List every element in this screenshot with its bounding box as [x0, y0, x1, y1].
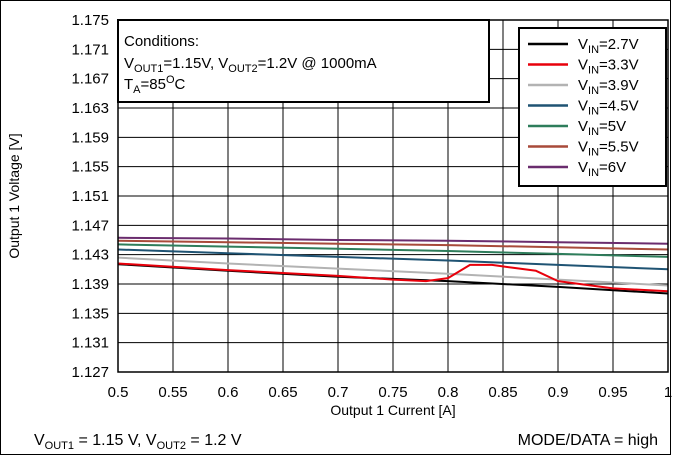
- legend-entry-tail: =3.3V: [599, 57, 639, 74]
- x-tick-label: 0.95: [598, 384, 627, 401]
- legend: VIN=2.7VVIN=3.3VVIN=3.9VVIN=4.5VVIN=5VVI…: [518, 27, 667, 187]
- x-tick-label: 0.85: [488, 384, 517, 401]
- series-line-vin-3-9v: [117, 256, 669, 287]
- legend-entry-sub: IN: [588, 65, 599, 77]
- y-tick-label: 1.155: [71, 159, 109, 176]
- legend-entry-tail: =5.5V: [599, 139, 639, 156]
- legend-entry: VIN=3.3V: [578, 57, 639, 77]
- conditions-box: Conditions: VOUT1=1.15V, VOUT2=1.2V @ 10…: [117, 19, 490, 103]
- y-tick-label: 1.135: [71, 305, 109, 322]
- y-tick-label: 1.143: [71, 247, 109, 264]
- legend-entry-sub: IN: [588, 126, 599, 138]
- legend-entry-sub: IN: [588, 147, 599, 159]
- legend-entry-sub: IN: [588, 44, 599, 56]
- legend-entry-sub: IN: [588, 85, 599, 97]
- cond1-part: V: [124, 55, 134, 72]
- y-tick-label: 1.151: [71, 188, 109, 205]
- legend-entry-tail: =6V: [599, 159, 626, 176]
- conditions-line-1: VOUT1=1.15V, VOUT2=1.2V @ 1000mA: [124, 55, 377, 75]
- series-line-vin-3-3v: [117, 262, 669, 293]
- legend-entry-tail: =3.9V: [599, 77, 639, 94]
- cond2-part: =85: [141, 76, 166, 93]
- legend-entry: VIN=5.5V: [578, 139, 639, 159]
- cond2-part: T: [124, 76, 133, 93]
- y-tick-label: 1.131: [71, 335, 109, 352]
- y-tick-labels: 1.127 1.131 1.135 1.139 1.143 1.147 1.151 1.155…: [71, 12, 109, 381]
- legend-entry: VIN=6V: [578, 159, 626, 179]
- legend-entry-main: V: [578, 36, 588, 53]
- x-tick-label: 0.6: [218, 384, 239, 401]
- footer-left: VOUT1 = 1.15 V, VOUT2 = 1.2 V: [34, 432, 242, 452]
- series-line-vin-5v: [117, 243, 669, 258]
- y-tick-label: 1.159: [71, 129, 109, 146]
- footer-part: = 1.2 V: [186, 432, 242, 449]
- y-tick-label: 1.167: [71, 71, 109, 88]
- x-tick-label: 1: [664, 384, 672, 401]
- y-tick-label: 1.147: [71, 217, 109, 234]
- legend-entry-sub: IN: [588, 106, 599, 118]
- cond1-sub: OUT2: [228, 63, 257, 75]
- series-line-vin-6v: [117, 236, 669, 245]
- y-tick-label: 1.163: [71, 100, 109, 117]
- cond1-sub: OUT1: [134, 63, 163, 75]
- x-tick-label: 0.7: [328, 384, 349, 401]
- cond2-sub: A: [133, 84, 141, 96]
- x-tick-label: 0.8: [438, 384, 459, 401]
- legend-entry-main: V: [578, 139, 588, 156]
- footer-sub: OUT2: [157, 440, 186, 452]
- legend-entry-tail: =5V: [599, 118, 626, 135]
- footer-part: = 1.15 V, V: [74, 432, 157, 449]
- legend-entry-sub: IN: [588, 167, 599, 179]
- y-axis-label: Output 1 Voltage [V]: [6, 133, 22, 258]
- conditions-line-2: TA=85OC: [124, 74, 186, 96]
- legend-entry: VIN=3.9V: [578, 77, 639, 97]
- x-axis-label: Output 1 Current [A]: [330, 402, 455, 418]
- legend-entry: VIN=2.7V: [578, 36, 639, 56]
- series-line-vin-5-5v: [117, 239, 669, 251]
- legend-entry: VIN=4.5V: [578, 98, 639, 118]
- y-tick-label: 1.175: [71, 12, 109, 29]
- legend-entry-main: V: [578, 57, 588, 74]
- x-tick-label: 0.9: [548, 384, 569, 401]
- y-tick-label: 1.171: [71, 41, 109, 58]
- footer-sub: OUT1: [45, 440, 74, 452]
- conditions-heading: Conditions:: [124, 33, 199, 50]
- x-tick-label: 0.65: [268, 384, 297, 401]
- footer-part: V: [34, 432, 45, 449]
- y-tick-label: 1.127: [71, 364, 109, 381]
- legend-entry-tail: =4.5V: [599, 98, 639, 115]
- x-tick-label: 0.5: [108, 384, 129, 401]
- legend-entry-tail: =2.7V: [599, 36, 639, 53]
- legend-entry-main: V: [578, 98, 588, 115]
- y-tick-label: 1.139: [71, 276, 109, 293]
- cond2-sup: O: [166, 74, 175, 86]
- legend-entry-main: V: [578, 159, 588, 176]
- cond2-part: C: [175, 76, 186, 93]
- legend-entry: VIN=5V: [578, 118, 626, 138]
- legend-entry-main: V: [578, 118, 588, 135]
- x-tick-labels: 0.5 0.55 0.6 0.65 0.7 0.75 0.8 0.85 0.9 0.95 1: [108, 384, 673, 401]
- x-tick-label: 0.55: [158, 384, 187, 401]
- series-lines: [117, 236, 669, 295]
- cond1-part: =1.2V @ 1000mA: [258, 55, 377, 72]
- cond1-part: =1.15V, V: [163, 55, 228, 72]
- x-tick-label: 0.75: [378, 384, 407, 401]
- legend-entry-main: V: [578, 77, 588, 94]
- footer-right: MODE/DATA = high: [518, 432, 658, 449]
- series-line-vin-4-5v: [117, 248, 669, 271]
